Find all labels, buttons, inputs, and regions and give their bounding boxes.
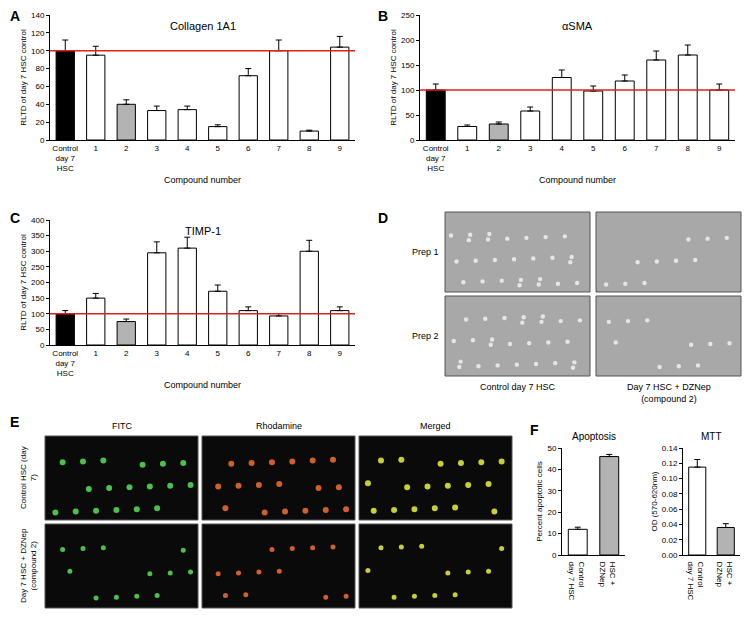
svg-text:7: 7 [277,349,282,358]
svg-text:1: 1 [94,144,99,153]
svg-text:10: 10 [547,529,556,538]
svg-text:9: 9 [717,144,722,153]
svg-text:6: 6 [246,144,251,153]
svg-text:400: 400 [31,216,45,225]
svg-text:4: 4 [560,144,565,153]
svg-text:Merged: Merged [420,421,451,431]
svg-text:0.08: 0.08 [662,490,678,499]
svg-text:Percent apoptotic cells: Percent apoptotic cells [535,461,544,542]
svg-text:Day 7 HSC + DZNep(compound 2): Day 7 HSC + DZNep(compound 2) [19,528,38,603]
svg-text:F: F [530,422,539,438]
svg-text:8: 8 [307,349,312,358]
svg-text:Controlday 7HSC: Controlday 7HSC [423,144,449,174]
svg-text:Controlday 7 HSC: Controlday 7 HSC [686,562,705,601]
svg-text:150: 150 [401,61,415,70]
svg-text:2: 2 [124,144,129,153]
svg-text:B: B [378,8,388,24]
svg-text:7: 7 [277,144,282,153]
svg-text:250: 250 [31,263,45,272]
svg-text:0: 0 [40,341,45,350]
svg-text:40: 40 [35,100,44,109]
svg-text:Apoptosis: Apoptosis [572,431,616,442]
svg-text:3: 3 [155,144,160,153]
svg-text:140: 140 [31,11,45,20]
svg-text:9: 9 [338,144,343,153]
svg-text:8: 8 [307,144,312,153]
svg-text:20: 20 [35,118,44,127]
svg-text:100: 100 [401,86,415,95]
svg-text:3: 3 [155,349,160,358]
svg-text:1: 1 [465,144,470,153]
svg-text:0.10: 0.10 [662,474,678,483]
svg-text:0.12: 0.12 [662,459,678,468]
svg-text:0: 0 [410,136,415,145]
svg-text:A: A [10,8,20,24]
svg-text:Day 7 HSC + DZNep(compound 2): Day 7 HSC + DZNep(compound 2) [627,382,711,404]
svg-text:Collagen 1A1: Collagen 1A1 [170,20,236,32]
svg-text:3: 3 [528,144,533,153]
svg-text:250: 250 [401,11,415,20]
svg-text:150: 150 [31,294,45,303]
svg-text:D: D [378,210,388,226]
svg-text:Prep 2: Prep 2 [412,331,439,341]
svg-text:Compound number: Compound number [164,175,241,185]
svg-text:200: 200 [31,278,45,287]
svg-text:2: 2 [124,349,129,358]
svg-text:5: 5 [216,349,221,358]
svg-text:TIMP-1: TIMP-1 [185,225,221,237]
svg-text:100: 100 [31,310,45,319]
svg-text:6: 6 [623,144,628,153]
svg-text:50: 50 [405,111,414,120]
svg-text:80: 80 [35,64,44,73]
svg-text:5: 5 [216,144,221,153]
svg-text:RLTD of day 7 HSC control: RLTD of day 7 HSC control [19,29,28,126]
svg-text:OD (570-620nm): OD (570-620nm) [650,471,659,531]
svg-text:120: 120 [31,29,45,38]
svg-text:0.06: 0.06 [662,505,678,514]
svg-text:MTT: MTT [701,431,722,442]
svg-text:200: 200 [401,36,415,45]
svg-text:60: 60 [35,82,44,91]
svg-text:20: 20 [547,508,556,517]
svg-text:40: 40 [547,465,556,474]
svg-text:FITC: FITC [112,421,132,431]
svg-text:Compound number: Compound number [164,380,241,390]
svg-text:50: 50 [35,325,44,334]
svg-text:Rhodamine: Rhodamine [256,421,302,431]
svg-text:0.02: 0.02 [662,536,678,545]
svg-text:Controlday 7HSC: Controlday 7HSC [52,349,78,379]
svg-text:0: 0 [552,551,557,560]
svg-text:350: 350 [31,231,45,240]
svg-text:C: C [10,210,20,226]
svg-text:300: 300 [31,247,45,256]
svg-text:E: E [10,414,19,430]
svg-text:Control HSC (day7): Control HSC (day7) [19,446,38,509]
svg-text:4: 4 [185,349,190,358]
svg-text:9: 9 [338,349,343,358]
svg-text:Prep 1: Prep 1 [412,247,439,257]
svg-text:HSC +DZNep: HSC +DZNep [598,562,617,588]
svg-text:0.00: 0.00 [662,551,678,560]
svg-text:HSC +DZNep: HSC +DZNep [715,562,734,588]
svg-text:Control day 7 HSC: Control day 7 HSC [480,382,556,392]
svg-text:αSMA: αSMA [562,20,593,32]
svg-text:0: 0 [40,136,45,145]
svg-text:RLTD of day 7 HSC control: RLTD of day 7 HSC control [19,234,28,331]
svg-text:0.14: 0.14 [662,444,678,453]
svg-text:100: 100 [31,47,45,56]
svg-text:2: 2 [497,144,502,153]
svg-text:4: 4 [185,144,190,153]
svg-text:Compound number: Compound number [539,175,616,185]
svg-text:Controlday 7 HSC: Controlday 7 HSC [567,562,586,601]
svg-text:RLTD of day 7 HSC control: RLTD of day 7 HSC control [389,29,398,126]
svg-text:30: 30 [547,487,556,496]
svg-text:0.04: 0.04 [662,520,678,529]
svg-text:1: 1 [94,349,99,358]
svg-text:7: 7 [654,144,659,153]
svg-text:6: 6 [246,349,251,358]
svg-text:50: 50 [547,444,556,453]
svg-text:Controlday 7HSC: Controlday 7HSC [52,144,78,174]
svg-text:5: 5 [591,144,596,153]
svg-text:8: 8 [686,144,691,153]
